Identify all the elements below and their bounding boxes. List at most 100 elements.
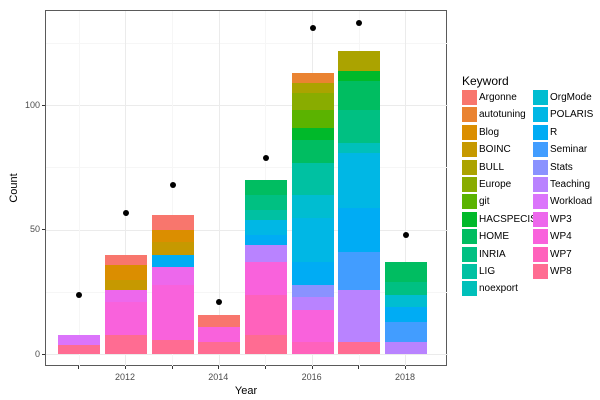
legend-swatch (533, 246, 548, 262)
legend-swatch (533, 90, 548, 105)
bar-segment (58, 344, 101, 355)
bar-segment (151, 267, 194, 285)
legend-label: HACSPECIS (479, 213, 537, 225)
bar-segment (244, 244, 287, 263)
bar-segment (291, 73, 334, 84)
y-axis-title: Count (8, 173, 20, 203)
legend-label: WP7 (550, 248, 572, 260)
bar-segment (291, 83, 334, 94)
x-gridline-major (218, 11, 220, 367)
bar-segment (291, 342, 334, 355)
y-tick (42, 104, 45, 106)
bar-segment (244, 234, 287, 245)
y-tick (42, 229, 45, 230)
x-tick (404, 366, 406, 369)
legend-label: WP4 (550, 231, 572, 243)
legend-label: HOME (479, 231, 509, 243)
bar-segment (291, 284, 334, 298)
bar-segment (338, 152, 381, 208)
legend-swatch (462, 211, 477, 227)
data-point (309, 25, 316, 32)
legend-label: BULL (479, 161, 505, 173)
y-gridline-minor (46, 167, 448, 169)
bar-segment (338, 70, 381, 81)
bar-segment (104, 264, 147, 280)
bar-segment (198, 314, 241, 328)
bar-segment (338, 342, 381, 355)
legend-swatch (462, 107, 477, 123)
legend-swatch (533, 107, 548, 123)
y-tick (42, 353, 45, 355)
y-gridline-major (46, 354, 448, 355)
bar-segment (151, 215, 194, 230)
y-gridline-major (46, 105, 448, 106)
bar-segment (291, 127, 334, 141)
legend-swatch (462, 281, 477, 297)
x-tick (124, 366, 126, 369)
bar-segment (151, 230, 194, 243)
y-tick-label: 100 (24, 99, 40, 110)
bar-segment (338, 289, 381, 343)
bar-segment (291, 110, 334, 128)
bar-segment (104, 302, 147, 335)
bar-segment (384, 307, 427, 323)
x-tick (78, 366, 80, 369)
bar-segment (384, 342, 427, 355)
bar-segment (291, 297, 334, 310)
bar-segment (338, 110, 381, 143)
x-tick (171, 366, 173, 369)
legend-swatch (462, 177, 477, 192)
bar-segment (198, 342, 241, 355)
bar-segment (338, 80, 381, 111)
bar-segment (104, 289, 147, 303)
x-gridline-major (405, 11, 407, 367)
x-tick-label: 2018 (394, 372, 415, 382)
data-point (262, 154, 269, 161)
legend-label: Seminar (550, 144, 588, 156)
data-point (356, 20, 363, 27)
y-gridline-minor (46, 42, 448, 44)
bar-segment (291, 262, 334, 285)
bar-segment (384, 262, 427, 283)
y-tick-label: 0 (34, 348, 40, 359)
bar-segment (244, 220, 287, 235)
legend-swatch (462, 264, 477, 279)
legend-label: noexport (479, 283, 518, 295)
bar-segment (338, 50, 381, 71)
x-tick (218, 366, 220, 369)
x-tick-label: 2014 (208, 372, 229, 382)
bar-segment (291, 217, 334, 263)
bar-segment (151, 254, 194, 268)
legend-swatch (462, 142, 477, 158)
bar-segment (104, 254, 147, 265)
bar-segment (244, 294, 287, 335)
bar-segment (244, 180, 287, 196)
legend-label: Stats (550, 161, 573, 173)
x-axis-title: Year (234, 385, 258, 397)
bar-segment (244, 210, 287, 221)
bar-segment (338, 142, 381, 153)
bar-segment (104, 334, 147, 355)
legend-label: R (550, 126, 558, 138)
bar-segment (291, 309, 334, 343)
x-tick (311, 366, 313, 369)
bar-segment (384, 322, 427, 343)
legend-swatch (533, 159, 548, 175)
legend-label: LIG (479, 266, 496, 277)
data-point (216, 299, 223, 306)
legend-label: Argonne (479, 92, 517, 103)
legend-label: Workload (550, 196, 593, 208)
legend-swatch (462, 229, 477, 245)
legend-title: Keyword (462, 74, 509, 88)
bar-segment (198, 327, 241, 343)
bar-segment (151, 284, 194, 340)
legend-label: POLARIS (550, 109, 594, 121)
legend-label: Europe (479, 179, 512, 190)
x-gridline-minor (172, 11, 174, 367)
bar-segment (244, 195, 287, 211)
legend-label: INRIA (479, 248, 506, 260)
legend-swatch (462, 124, 477, 140)
x-tick-label: 2016 (301, 372, 322, 382)
bar-segment (338, 207, 381, 253)
